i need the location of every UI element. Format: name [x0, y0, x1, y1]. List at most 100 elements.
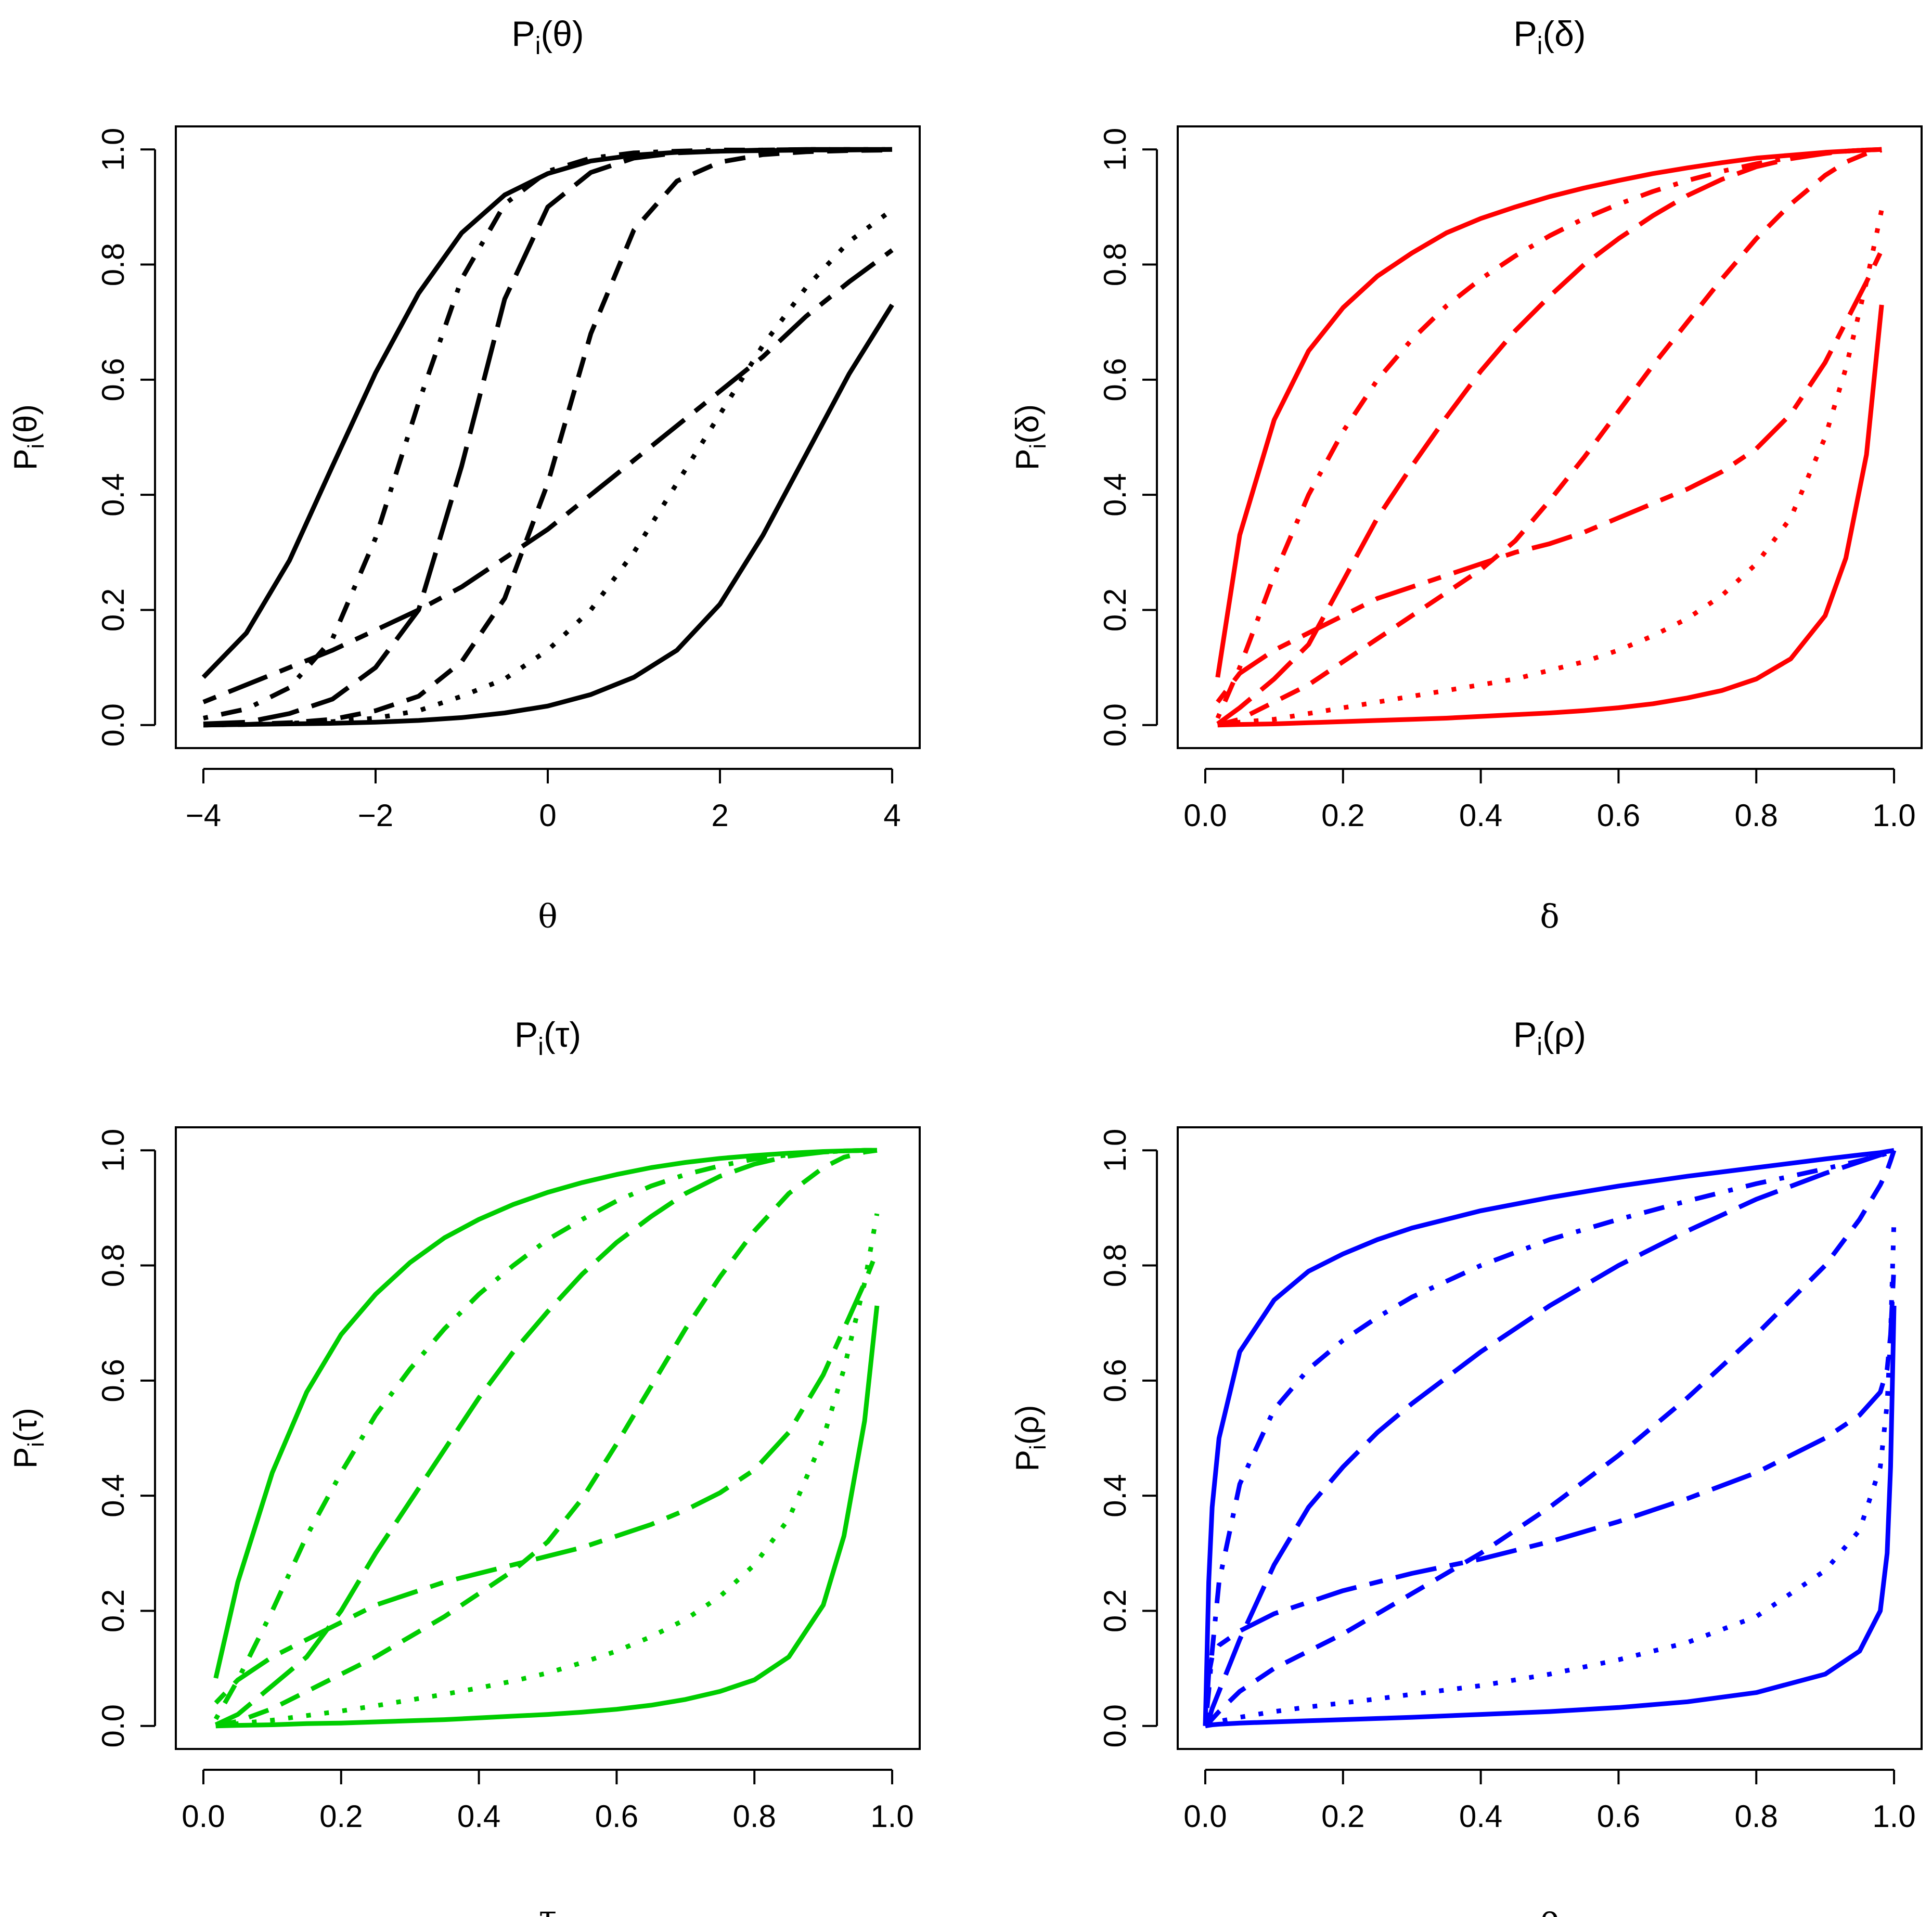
- y-tick-label-tau: 0.8: [96, 1244, 131, 1287]
- x-tick-label-rho: 0.0: [1183, 1799, 1227, 1834]
- series-group-theta: [201, 147, 894, 728]
- title-main: P: [1513, 14, 1537, 54]
- series-line-rho-dot-dash: [1203, 1148, 1895, 1727]
- plot-frame-tau: [175, 1126, 921, 1750]
- y-tick-label-theta: 0.0: [96, 703, 131, 747]
- y-tick-label-theta: 0.4: [96, 473, 131, 516]
- ylabel-subscript: i: [23, 1442, 49, 1447]
- series-line-rho-short-dash: [1204, 1149, 1897, 1728]
- ylabel-subscript: i: [1025, 1445, 1051, 1450]
- series-line-tau-solid-easy: [213, 1148, 877, 1679]
- series-line-rho-long-dash: [1203, 1148, 1895, 1728]
- x-tick-label-delta: 0.0: [1183, 798, 1227, 833]
- x-tick-label-rho: 1.0: [1872, 1799, 1915, 1834]
- panel-delta: Pi(δ)0.0 0.2 0.4 0.6 0.8 1.00.00.20.40.60.81.…: [1010, 14, 1923, 935]
- y-tick-label-rho: 0.6: [1098, 1359, 1132, 1402]
- x-tick-label-delta: 1.0: [1872, 798, 1915, 833]
- title-argument: (δ): [1542, 14, 1586, 54]
- series-line-theta-two-dash: [202, 248, 894, 704]
- y-axis-label-tau: Pi(τ): [8, 1408, 49, 1469]
- series-line-tau-two-dash: [214, 1250, 880, 1705]
- x-tick-label-tau: 1.0: [870, 1799, 913, 1834]
- y-tick-label-theta: 0.2: [96, 588, 131, 632]
- x-axis-label-theta: θ: [538, 897, 557, 935]
- x-tick-label-rho: 0.8: [1735, 1799, 1778, 1834]
- x-axis-label-delta: δ: [1540, 897, 1559, 935]
- series-line-rho-solid-easy: [1203, 1148, 1895, 1726]
- x-tick-label-delta: 0.6: [1597, 798, 1640, 833]
- series-line-rho-solid-hard: [1205, 1305, 1897, 1729]
- series-line-delta-long-dash: [1216, 147, 1882, 726]
- series-line-tau-dotted: [215, 1213, 880, 1729]
- series-line-delta-short-dash: [1217, 148, 1883, 728]
- x-tick-label-tau: 0.0: [182, 1799, 225, 1834]
- series-line-delta-solid-hard: [1217, 304, 1884, 728]
- y-tick-label-rho: 0.2: [1098, 1589, 1132, 1632]
- ylabel-subscript: i: [1025, 444, 1051, 449]
- x-tick-label-theta: 4: [883, 798, 900, 833]
- x-tick-label-rho: 0.2: [1321, 1799, 1364, 1834]
- plot-frame-rho: [1177, 1126, 1923, 1750]
- series-line-rho-dotted: [1204, 1219, 1897, 1728]
- ylabel-argument: (τ): [8, 1408, 44, 1442]
- x-tick-label-delta: 0.4: [1459, 798, 1502, 833]
- panel-rho: Pi(ρ)0.0 0.2 0.4 0.6 0.8 1.00.00.20.40.60.81.…: [1010, 1015, 1923, 1917]
- title-argument: (ρ): [1542, 1015, 1586, 1054]
- y-tick-label-delta: 0.2: [1098, 588, 1132, 632]
- x-tick-label-theta: 0: [539, 798, 556, 833]
- plot-frame-delta: [1177, 125, 1923, 749]
- series-line-delta-two-dash: [1216, 249, 1884, 704]
- series-line-delta-dotted: [1217, 209, 1884, 728]
- y-tick-label-delta: 0.0: [1098, 703, 1132, 747]
- y-axis-label-rho: Pi(ρ): [1010, 1405, 1051, 1472]
- x-tick-label-theta: 2: [711, 798, 728, 833]
- x-tick-label-tau: 0.6: [595, 1799, 638, 1834]
- series-line-rho-two-dash: [1203, 1265, 1897, 1726]
- x-tick-label-rho: 0.4: [1459, 1799, 1502, 1834]
- series-line-delta-solid-easy: [1215, 147, 1882, 678]
- title-main: P: [1513, 1015, 1537, 1054]
- title-subscript: i: [538, 1033, 544, 1061]
- ylabel-main: P: [1010, 449, 1046, 470]
- y-tick-label-rho: 1.0: [1098, 1129, 1132, 1172]
- plot-frame-theta: [175, 125, 921, 749]
- title-argument: (θ): [540, 14, 584, 54]
- series-line-tau-solid-hard: [215, 1305, 880, 1729]
- series-line-theta-solid-hard: [203, 303, 894, 728]
- ylabel-argument: (ρ): [1010, 1405, 1046, 1445]
- y-tick-label-theta: 1.0: [96, 128, 131, 171]
- y-axis-label-theta: Pi(θ): [8, 404, 49, 470]
- x-tick-label-theta: −2: [358, 798, 393, 833]
- series-group-rho: [1203, 1148, 1897, 1729]
- panel-title-theta: Pi(θ): [511, 14, 584, 60]
- ylabel-main: P: [8, 449, 44, 470]
- y-tick-label-tau: 0.4: [96, 1474, 131, 1517]
- y-tick-label-rho: 0.0: [1098, 1704, 1132, 1747]
- series-line-tau-short-dash: [215, 1148, 878, 1729]
- series-line-theta-solid-easy: [201, 147, 893, 679]
- y-tick-label-tau: 1.0: [96, 1129, 131, 1172]
- y-tick-label-delta: 0.8: [1098, 243, 1132, 286]
- ylabel-subscript: i: [23, 444, 49, 449]
- panel-title-rho: Pi(ρ): [1513, 1015, 1586, 1061]
- panel-title-tau: Pi(τ): [514, 1015, 581, 1061]
- series-line-theta-short-dash: [203, 147, 893, 728]
- x-tick-label-rho: 0.6: [1597, 1799, 1640, 1834]
- title-main: P: [514, 1015, 538, 1054]
- x-tick-label-tau: 0.8: [733, 1799, 776, 1834]
- title-argument: (τ): [544, 1015, 581, 1054]
- panel-tau: Pi(τ)0.0 0.2 0.4 0.6 0.8 1.00.00.20.40.60.81.…: [8, 1015, 921, 1917]
- x-tick-label-theta: −4: [186, 798, 221, 833]
- ylabel-main: P: [1010, 1450, 1046, 1471]
- series-line-theta-dot-dash: [203, 147, 892, 721]
- y-tick-label-delta: 0.6: [1098, 358, 1132, 401]
- panel-title-delta: Pi(δ): [1513, 14, 1586, 60]
- series-line-theta-dotted: [203, 208, 894, 728]
- series-line-theta-long-dash: [203, 147, 892, 726]
- y-tick-label-tau: 0.6: [96, 1359, 131, 1402]
- y-tick-label-delta: 0.4: [1098, 473, 1132, 516]
- x-axis-label-tau: τ: [539, 1898, 557, 1917]
- y-tick-label-rho: 0.4: [1098, 1474, 1132, 1517]
